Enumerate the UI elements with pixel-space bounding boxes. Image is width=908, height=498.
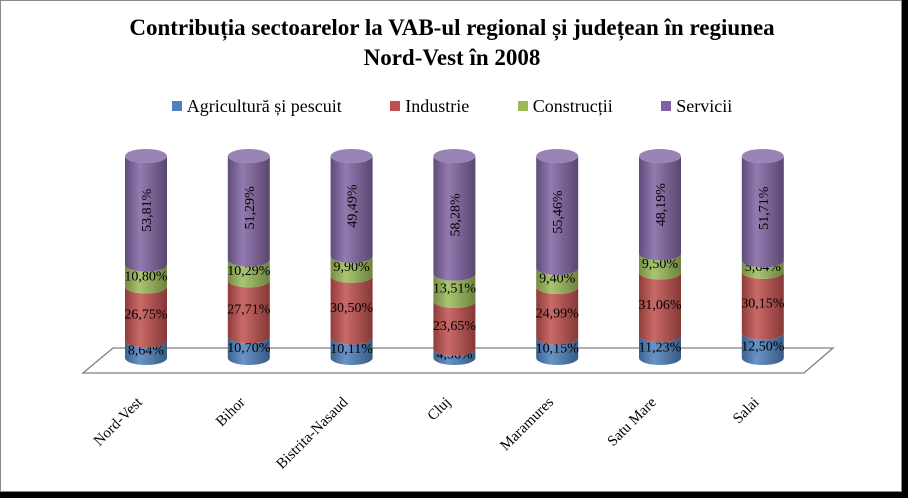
bar-segment-5-3 — [639, 156, 681, 261]
data-label-2-3: 49,49% — [346, 184, 361, 228]
frame-shadow-bottom — [6, 492, 908, 498]
legend-swatch-services — [661, 101, 672, 111]
bar-segment-3-0 — [433, 348, 476, 366]
bar-column-3: 4,56%23,65%13,51%58,28% — [433, 149, 477, 366]
data-label-0-0: 8,64% — [128, 343, 165, 358]
bar-segment-5-1 — [639, 272, 681, 343]
bar-segment-4-2 — [536, 268, 579, 295]
data-label-4-2: 9,40% — [539, 272, 576, 287]
bar-top-cap-6 — [741, 149, 784, 163]
bar-column-5: 11,23% 31,06% 9,50% 48,19% — [638, 149, 682, 365]
legend-item-services: Servicii — [661, 96, 732, 117]
bar-column-4: 10,15% 24,99% 9,40% 55,46% — [536, 149, 580, 366]
legend-swatch-construction — [517, 101, 528, 111]
data-label-6-3: 51,71% — [757, 186, 772, 230]
data-label-4-0: 10,15% — [536, 342, 580, 357]
legend-swatch-agriculture — [171, 101, 182, 111]
data-label-0-2: 10,80% — [124, 270, 168, 285]
bar-segment-2-0 — [330, 337, 373, 365]
chart-title-line1: Contribuția sectoarelor la VAB-ul region… — [129, 15, 775, 40]
bar-segment-6-0 — [741, 332, 784, 366]
legend-item-industry: Industrie — [390, 96, 469, 117]
data-label-1-2: 10,29% — [227, 264, 271, 279]
x-tick-label-5: Satu Mare — [605, 394, 660, 449]
data-label-3-1: 23,65% — [433, 319, 477, 334]
legend-label-industry: Industrie — [405, 95, 470, 116]
data-label-2-0: 10,11% — [330, 342, 373, 357]
bar-top-cap-2 — [330, 149, 373, 163]
bar-segment-5-2 — [639, 253, 681, 280]
data-label-1-0: 10,70% — [227, 341, 271, 356]
bar-segment-6-2 — [741, 260, 784, 279]
data-label-5-3: 48,19% — [654, 183, 669, 227]
bar-segment-3-1 — [433, 301, 476, 356]
bar-segment-4-1 — [536, 287, 579, 345]
legend-label-services: Servicii — [676, 95, 733, 116]
x-tick-label-3: Cluj — [425, 395, 455, 425]
bar-segment-0-2 — [125, 264, 167, 294]
data-label-4-1: 24,99% — [536, 306, 580, 321]
data-label-1-1: 27,71% — [227, 302, 271, 317]
data-label-1-3: 51,29% — [243, 186, 258, 230]
data-label-5-0: 11,23% — [639, 341, 682, 356]
bar-segment-3-2 — [433, 273, 476, 309]
bar-top-cap-3 — [433, 149, 476, 163]
data-label-5-1: 31,06% — [638, 298, 682, 313]
bar-segment-2-1 — [330, 275, 373, 345]
data-label-5-2: 9,50% — [642, 257, 679, 272]
bar-segment-0-1 — [125, 286, 167, 348]
bar-segment-6-3 — [741, 156, 784, 268]
bar-column-1: 10,70% 27,71% 10,29% 51,29% — [227, 149, 271, 365]
x-tick-label-1: Bihor — [213, 395, 248, 430]
bar-segment-1-3 — [227, 156, 270, 267]
legend-label-agriculture: Agricultură și pescuit — [186, 95, 342, 116]
data-label-3-3: 58,28% — [448, 193, 463, 237]
bar-segment-1-0 — [227, 336, 270, 365]
bar-top-cap-4 — [536, 149, 579, 163]
bar-segment-2-2 — [330, 255, 373, 283]
data-label-4-3: 55,46% — [551, 190, 566, 234]
bar-segment-5-0 — [639, 335, 681, 365]
legend-swatch-industry — [390, 101, 401, 111]
bar-segment-4-0 — [536, 337, 579, 366]
bar-segment-0-0 — [125, 340, 167, 365]
bar-column-0: 8,64% 26,75% 10,80% 53,81% — [124, 149, 168, 365]
bar-top-cap-1 — [227, 149, 270, 164]
legend-label-construction: Construcții — [532, 95, 613, 116]
x-tick-label-0: Nord-Vest — [91, 394, 146, 449]
bar-top-cap-5 — [639, 149, 681, 164]
legend-item-agriculture: Agricultură și pescuit — [171, 95, 342, 117]
bar-segment-0-3 — [125, 156, 167, 272]
bar-segment-3-3 — [433, 156, 476, 281]
chart-title-line2: Nord-Vest în 2008 — [363, 45, 541, 70]
x-tick-label-2: Bistrita-Nasaud — [274, 394, 352, 472]
bar-segment-1-2 — [227, 259, 270, 288]
bar-segment-2-3 — [330, 156, 373, 263]
data-label-6-0: 12,50% — [741, 339, 785, 354]
data-label-0-1: 26,75% — [124, 308, 168, 323]
chart-legend: Agricultură și pescuit Industrie Constru… — [1, 95, 903, 117]
legend-item-construction: Construcții — [517, 95, 613, 117]
data-label-3-2: 13,51% — [433, 281, 477, 296]
data-label-6-1: 30,15% — [741, 296, 785, 311]
x-tick-label-6: Salai — [730, 395, 763, 428]
plot-area: 8,64% 26,75% 10,80% 53,81% Nord-Vest 10,70% 27… — [81, 149, 835, 472]
bar-segment-6-1 — [741, 271, 784, 340]
bar-segment-4-3 — [536, 156, 579, 276]
data-label-2-1: 30,50% — [330, 301, 374, 316]
data-label-2-2: 9,90% — [334, 260, 371, 275]
bars-group: 8,64% 26,75% 10,80% 53,81% Nord-Vest 10,70% 27… — [91, 149, 785, 472]
bar-segment-1-1 — [227, 280, 270, 344]
frame-shadow-right — [902, 6, 908, 498]
data-label-0-3: 53,81% — [140, 188, 155, 232]
x-tick-label-4: Maramures — [497, 394, 557, 454]
bar-top-cap-0 — [125, 149, 167, 163]
bar-column-6: 12,50%30,15%5,64%51,71% — [741, 149, 785, 366]
bar-column-2: 10,11% 30,50% 9,90% 49,49% — [330, 149, 374, 365]
